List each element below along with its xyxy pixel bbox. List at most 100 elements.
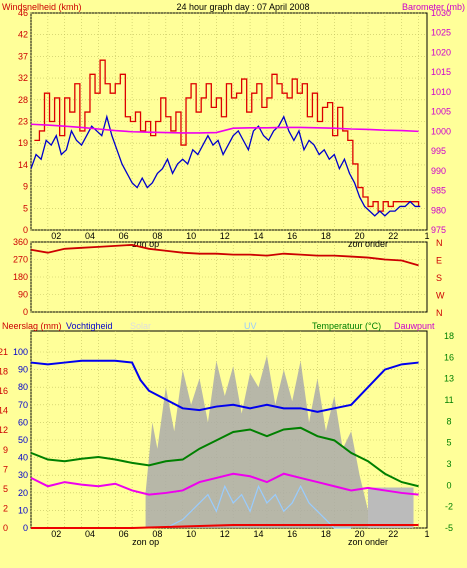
compass-tick-label: N [436, 238, 443, 248]
x-tick-label: 14 [253, 231, 263, 241]
temperature-tick-label: 5 [446, 438, 451, 448]
wind-tick-label: 5 [23, 203, 28, 213]
humidity-tick-label: 30 [18, 470, 28, 480]
x-tick-label: 16 [287, 231, 297, 241]
series-humidity [30, 359, 419, 413]
humidity-tick-label: 70 [18, 400, 28, 410]
rain-tick-label: 5 [3, 484, 8, 494]
compass-tick-label: S [436, 273, 442, 283]
barometer-tick-label: 980 [431, 205, 446, 215]
compass-tick-label: N [436, 308, 443, 318]
rain-tick-label: 9 [3, 445, 8, 455]
direction-tick-label: 180 [13, 272, 28, 282]
direction-tick-label: 90 [18, 290, 28, 300]
x-tick-label-bottom: 06 [119, 529, 129, 539]
rain-tick-label: 2 [3, 503, 8, 513]
wind-tick-label: 42 [18, 30, 28, 40]
series-temperature [30, 426, 419, 488]
rain-tick-label: 12 [0, 425, 8, 435]
humidity-tick-label: 0 [23, 523, 28, 533]
sunset-label: zon onder [348, 537, 388, 547]
series-solar [145, 355, 369, 528]
wind-tick-label: 37 [18, 51, 28, 61]
sunrise-label: zon op [132, 239, 159, 249]
x-tick-label-bottom: 12 [220, 529, 230, 539]
rain-tick-label: 16 [0, 386, 8, 396]
solar-label: Solar [130, 321, 151, 331]
barometer-tick-label: 1030 [431, 8, 451, 18]
wind-tick-label: 23 [18, 117, 28, 127]
rain-tick-label: 21 [0, 347, 8, 357]
temperature-tick-label: -5 [445, 523, 453, 533]
rain-tick-label: 0 [3, 523, 8, 533]
barometer-tick-label: 1025 [431, 28, 451, 38]
temperature-tick-label: 13 [444, 374, 454, 384]
rain-axis-label: Neerslag (mm) [2, 321, 62, 331]
uv-label: UV [244, 321, 257, 331]
barometer-tick-label: 1020 [431, 47, 451, 57]
humidity-tick-label: 40 [18, 453, 28, 463]
temperature-axis-label: Temperatuur (°C) [312, 321, 381, 331]
direction-tick-label: 360 [13, 237, 28, 247]
x-tick-label: 02 [51, 231, 61, 241]
barometer-tick-label: 975 [431, 225, 446, 235]
x-tick-label-bottom: 18 [321, 529, 331, 539]
x-tick-label-bottom: 20 [355, 529, 365, 539]
x-tick-label: 18 [321, 231, 331, 241]
humidity-tick-label: 60 [18, 417, 28, 427]
humidity-tick-label: 20 [18, 488, 28, 498]
x-tick-label-bottom: 22 [388, 529, 398, 539]
humidity-tick-label: 10 [18, 505, 28, 515]
series-direction [30, 244, 419, 267]
humidity-axis-label: Vochtigheid [66, 321, 113, 331]
wind-tick-label: 9 [23, 182, 28, 192]
series-uv [165, 484, 352, 529]
x-tick-label-bottom: 16 [287, 529, 297, 539]
wind-tick-label: 0 [23, 225, 28, 235]
x-tick-label-bottom: 04 [85, 529, 95, 539]
dewpoint-axis-label: Dauwpunt [394, 321, 435, 331]
humidity-tick-label: 80 [18, 382, 28, 392]
barometer-tick-label: 1000 [431, 126, 451, 136]
series-rain [31, 524, 419, 529]
series-gust [34, 59, 420, 212]
series-dewpoint [30, 472, 419, 496]
wind-tick-label: 46 [18, 8, 28, 18]
barometer-tick-label: 990 [431, 166, 446, 176]
x-tick-label: 04 [85, 231, 95, 241]
sunset-label: zon onder [348, 239, 388, 249]
rain-tick-label: 7 [3, 464, 8, 474]
direction-tick-label: 0 [23, 307, 28, 317]
barometer-tick-label: 995 [431, 146, 446, 156]
x-tick-label: 12 [220, 231, 230, 241]
graph-title: 24 hour graph day : 07 April 2008 [176, 2, 309, 12]
humidity-tick-label: 50 [18, 435, 28, 445]
x-tick-label-bottom: 10 [186, 529, 196, 539]
temperature-tick-label: 0 [446, 480, 451, 490]
temperature-tick-label: 18 [444, 331, 454, 341]
barometer-tick-label: 1015 [431, 67, 451, 77]
barometer-tick-label: 985 [431, 186, 446, 196]
temperature-tick-label: 11 [444, 395, 453, 405]
wind-axis-label: Windsnelheid (kmh) [2, 2, 82, 12]
sunrise-label: zon op [132, 537, 159, 547]
x-tick-label-bottom: 02 [51, 529, 61, 539]
x-tick-label-bottom: 1 [424, 529, 429, 539]
x-tick-label: 06 [119, 231, 129, 241]
wind-tick-label: 28 [18, 95, 28, 105]
x-tick-label-bottom: 14 [253, 529, 263, 539]
x-tick-label: 22 [388, 231, 398, 241]
rain-tick-label: 14 [0, 406, 8, 416]
barometer-tick-label: 1010 [431, 87, 451, 97]
temperature-tick-label: -2 [445, 502, 453, 512]
direction-tick-label: 270 [13, 255, 28, 265]
x-tick-label: 20 [355, 231, 365, 241]
temperature-tick-label: 16 [444, 352, 454, 362]
compass-tick-label: E [436, 256, 442, 266]
series-average [30, 114, 421, 217]
temperature-tick-label: 3 [446, 459, 451, 469]
x-tick-label-bottom: 08 [152, 529, 162, 539]
wind-tick-label: 14 [18, 160, 28, 170]
